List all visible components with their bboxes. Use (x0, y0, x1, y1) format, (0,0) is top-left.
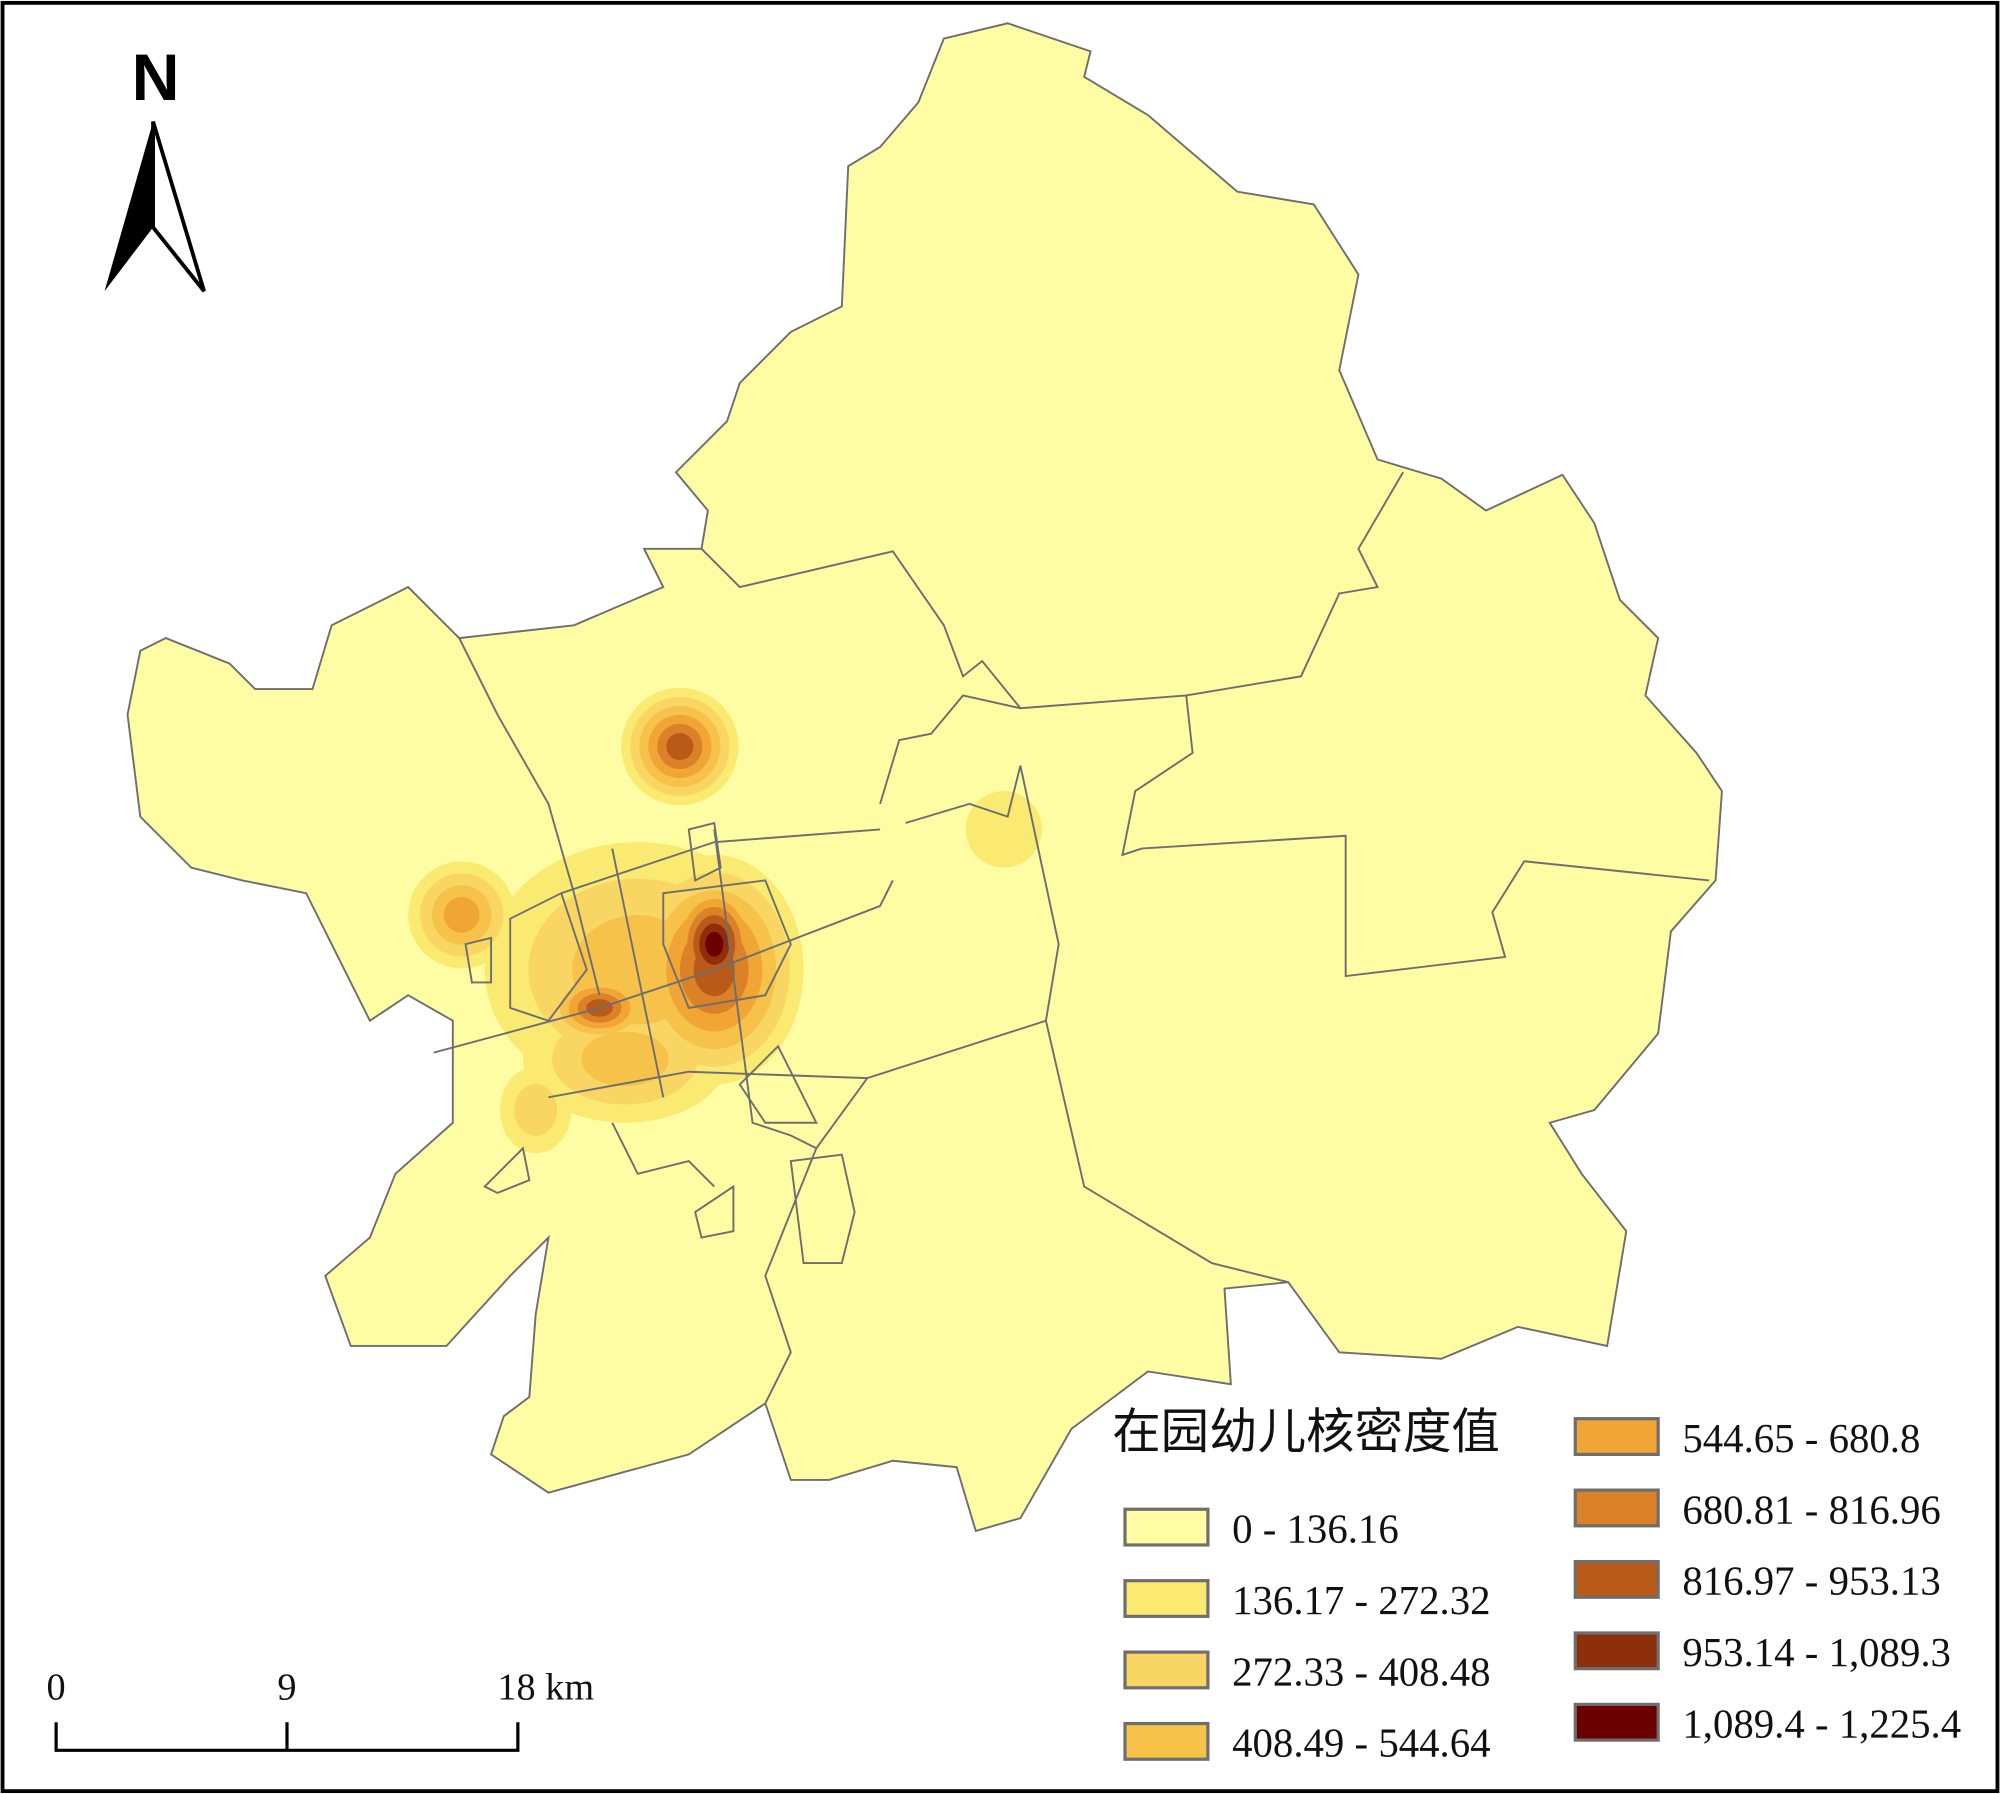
legend-label: 408.49 - 544.64 (1232, 1721, 1490, 1766)
scale-tick-18: 18 km (497, 1666, 594, 1708)
legend: 在园幼儿核密度值 0 - 136.16 136.17 - 272.32 272.33… (1112, 1405, 1961, 1766)
density-class-9 (705, 931, 724, 957)
legend-swatch (1573, 1702, 1660, 1742)
density-class-2 (965, 791, 1043, 868)
density-class-7 (666, 732, 694, 761)
scale-tick-0: 0 (47, 1666, 66, 1708)
legend-swatch (1573, 1559, 1660, 1599)
density-class-4 (581, 1031, 669, 1087)
legend-swatch (1573, 1488, 1660, 1528)
density-class-5 (443, 897, 480, 933)
district-boundaries (126, 22, 1723, 1532)
north-label: N (132, 41, 180, 115)
legend-label: 680.81 - 816.96 (1682, 1487, 1940, 1532)
legend-swatch (1123, 1721, 1210, 1761)
legend-swatch (1123, 1650, 1210, 1690)
legend-swatch (1573, 1631, 1660, 1671)
legend-label: 816.97 - 953.13 (1682, 1559, 1940, 1604)
legend-swatch (1123, 1579, 1210, 1618)
legend-label: 1,089.4 - 1,225.4 (1682, 1702, 1961, 1747)
legend-swatch (1123, 1507, 1210, 1547)
scale-bar: 0 9 18 km (47, 1666, 594, 1752)
legend-label: 272.33 - 408.48 (1232, 1649, 1490, 1694)
legend-label: 136.17 - 272.32 (1232, 1578, 1490, 1623)
legend-label: 953.14 - 1,089.3 (1682, 1630, 1951, 1675)
scale-tick-9: 9 (277, 1666, 296, 1708)
legend-label: 0 - 136.16 (1232, 1506, 1399, 1551)
legend-label: 544.65 - 680.8 (1682, 1416, 1920, 1461)
legend-swatch (1573, 1417, 1660, 1456)
density-class-3 (514, 1083, 558, 1137)
legend-title: 在园幼儿核密度值 (1112, 1405, 1500, 1459)
